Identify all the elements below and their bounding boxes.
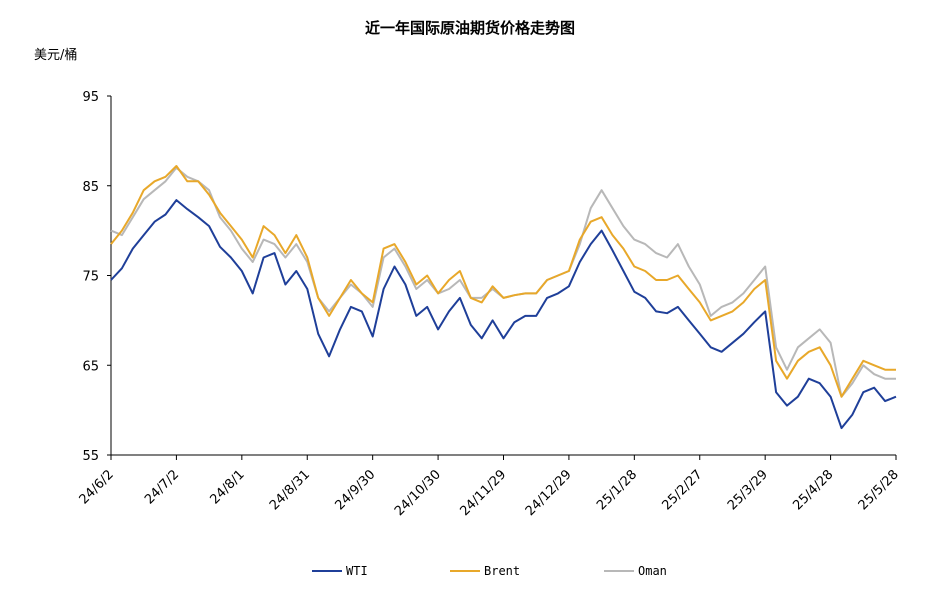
x-tick-label: 25/5/28 xyxy=(856,467,902,513)
axes xyxy=(110,96,896,456)
y-tick-label: 75 xyxy=(82,270,99,285)
series-line-oman xyxy=(110,166,896,398)
legend-label-wti: WTI xyxy=(346,564,368,578)
x-tick-label: 24/12/29 xyxy=(523,467,575,519)
y-axis-label: 美元/桶 xyxy=(34,48,77,63)
chart-title: 近一年国际原油期货价格走势图 xyxy=(365,19,575,37)
x-tick-label: 24/11/29 xyxy=(457,467,509,519)
legend-label-oman: Oman xyxy=(638,564,667,578)
y-tick-label: 85 xyxy=(82,180,99,195)
x-tick-label: 24/8/1 xyxy=(207,467,247,507)
y-tick-label: 95 xyxy=(82,90,99,105)
series-line-wti xyxy=(110,199,897,430)
x-tick-label: 24/8/31 xyxy=(267,467,313,513)
x-tick-label: 25/2/27 xyxy=(660,467,706,513)
x-tick-label: 24/10/30 xyxy=(392,467,444,519)
x-tick-label: 25/1/28 xyxy=(594,467,640,513)
x-ticks: 24/6/2 24/7/2 24/8/1 24/8/31 24/9/30 24/10/30… xyxy=(77,455,902,519)
y-ticks: 55 65 75 85 95 xyxy=(82,90,111,464)
y-tick-label: 55 xyxy=(82,449,99,464)
x-tick-label: 24/7/2 xyxy=(142,467,182,507)
x-tick-label: 24/6/2 xyxy=(77,467,117,507)
legend-label-brent: Brent xyxy=(484,564,520,578)
x-tick-label: 25/3/29 xyxy=(725,467,771,513)
x-tick-label: 24/9/30 xyxy=(332,467,378,513)
series-lines xyxy=(110,165,897,430)
y-tick-label: 65 xyxy=(82,359,99,374)
x-tick-label: 25/4/28 xyxy=(790,467,836,513)
series-line-brent xyxy=(110,165,896,398)
legend: WTI Brent Oman xyxy=(312,564,667,578)
